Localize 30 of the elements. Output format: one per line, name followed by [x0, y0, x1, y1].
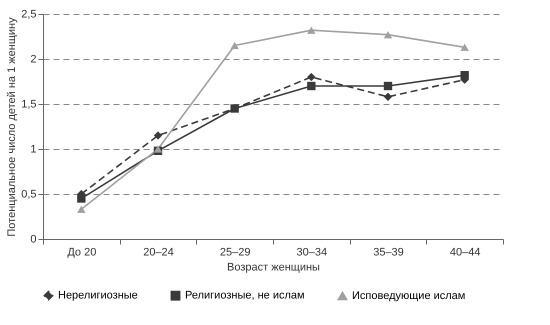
point [384, 82, 392, 90]
x-tick-label: 40–44 [450, 246, 480, 258]
y-tick-label: 1,5 [21, 98, 36, 110]
x-tick-label: 30–34 [296, 246, 328, 258]
x-axis-title: Возраст женщины [227, 262, 320, 274]
y-tick-label: 2,5 [21, 8, 36, 20]
point [384, 92, 392, 101]
point [77, 194, 86, 203]
point [460, 71, 469, 80]
point [307, 26, 316, 34]
point [230, 42, 239, 50]
y-tick-label: 1 [30, 144, 36, 156]
y-tick-label: 0,5 [21, 188, 36, 200]
x-tick-label: 35–39 [373, 246, 404, 258]
y-tick-label: 2 [30, 54, 36, 66]
point [307, 82, 316, 90]
point [307, 72, 316, 82]
x-tick-label: 25–29 [220, 246, 250, 258]
point [230, 104, 239, 113]
legend-label: Религиозные, не ислам [185, 290, 305, 302]
legend-label: Исповедующие ислам [352, 290, 466, 302]
point [384, 31, 392, 38]
x-tick-label: До 20 [67, 246, 96, 258]
legend-label: Нерелигиозные [58, 290, 138, 302]
x-tick-label: 20–24 [143, 246, 174, 258]
point [77, 206, 86, 213]
point [154, 131, 162, 140]
y-axis-title: Потенциальное число детей на 1 женщину [6, 16, 18, 237]
y-tick-label: 0 [30, 234, 36, 246]
point [460, 44, 469, 51]
